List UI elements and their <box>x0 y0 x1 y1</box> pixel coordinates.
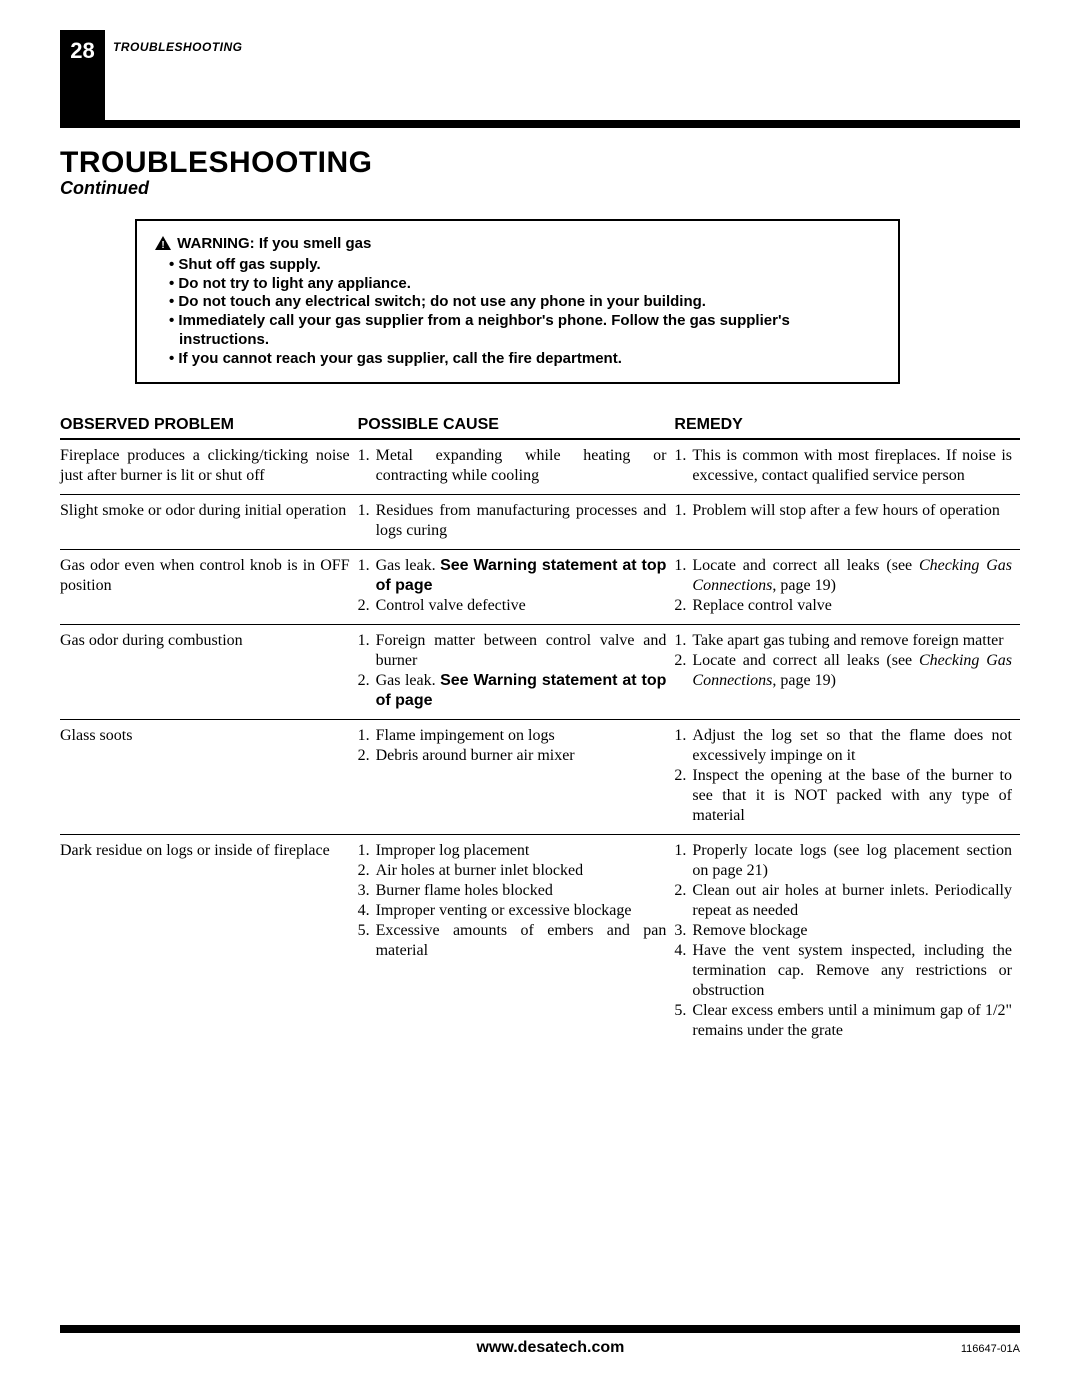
svg-text:!: ! <box>161 240 164 250</box>
warning-list: Shut off gas supply. Do not try to light… <box>155 256 880 369</box>
warning-item: If you cannot reach your gas supplier, c… <box>169 350 880 369</box>
list-item: 2.Debris around burner air mixer <box>376 746 667 766</box>
table-row: Glass soots1.Flame impingement on logs2.… <box>60 720 1020 835</box>
cell-remedy: 1.Adjust the log set so that the flame d… <box>674 720 1020 835</box>
cell-problem: Fireplace produces a clicking/ticking no… <box>60 439 358 495</box>
list-item: 2.Inspect the opening at the base of the… <box>692 766 1012 826</box>
cell-remedy: 1.Take apart gas tubing and remove forei… <box>674 625 1020 720</box>
list-item: 3.Burner flame holes blocked <box>376 881 667 901</box>
list-item: 2.Locate and correct all leaks (see Chec… <box>692 651 1012 691</box>
list-item: 1.Residues from manufacturing processes … <box>376 501 667 541</box>
list-item: 4.Have the vent system inspected, includ… <box>692 941 1012 1001</box>
cell-cause: 1.Foreign matter between control valve a… <box>358 625 675 720</box>
cell-cause: 1.Gas leak. See Warning statement at top… <box>358 550 675 625</box>
warning-item: Immediately call your gas supplier from … <box>169 312 880 350</box>
list-item: 1.Metal expanding while heating or contr… <box>376 446 667 486</box>
list-item: 2.Air holes at burner inlet blocked <box>376 861 667 881</box>
warning-title: WARNING: If you smell gas <box>177 235 371 252</box>
cell-problem: Gas odor during combustion <box>60 625 358 720</box>
list-item: 1.Properly locate logs (see log placemen… <box>692 841 1012 881</box>
list-item: 4.Improper venting or excessive blockage <box>376 901 667 921</box>
cell-cause: 1.Flame impingement on logs2.Debris arou… <box>358 720 675 835</box>
page-title: TROUBLESHOOTING <box>60 146 1020 180</box>
table-row: Gas odor during combustion 1.Foreign matt… <box>60 625 1020 720</box>
warning-box: ! WARNING: If you smell gas Shut off gas… <box>135 219 900 384</box>
cell-problem: Glass soots <box>60 720 358 835</box>
footer-url: www.desatech.com <box>140 1339 961 1357</box>
list-item: 1.Take apart gas tubing and remove forei… <box>692 631 1012 651</box>
table-row: Gas odor even when control knob is in OF… <box>60 550 1020 625</box>
cell-cause: 1.Improper log placement2.Air holes at b… <box>358 835 675 1050</box>
cell-problem: Gas odor even when control knob is in OF… <box>60 550 358 625</box>
cell-cause: 1.Residues from manufacturing processes … <box>358 495 675 550</box>
page-number-box: 28 <box>60 30 105 120</box>
cell-remedy: 1.Properly locate logs (see log placemen… <box>674 835 1020 1050</box>
list-item: 5.Clear excess embers until a minimum ga… <box>692 1001 1012 1041</box>
list-item: 1.This is common with most fireplaces. I… <box>692 446 1012 486</box>
table-row: Slight smoke or odor during initial oper… <box>60 495 1020 550</box>
warning-icon: ! <box>155 236 171 256</box>
list-item: 3.Remove blockage <box>692 921 1012 941</box>
list-item: 2.Gas leak. See Warning statement at top… <box>376 671 667 711</box>
col-header-problem: OBSERVED PROBLEM <box>60 412 358 439</box>
list-item: 5.Excessive amounts of embers and pan ma… <box>376 921 667 961</box>
footer-doc-id: 116647-01A <box>961 1343 1020 1355</box>
list-item: 2.Replace control valve <box>692 596 1012 616</box>
table-row: Fireplace produces a clicking/ticking no… <box>60 439 1020 495</box>
col-header-cause: POSSIBLE CAUSE <box>358 412 675 439</box>
warning-item: Shut off gas supply. <box>169 256 880 275</box>
cell-remedy: 1.This is common with most fireplaces. I… <box>674 439 1020 495</box>
cell-remedy: 1.Locate and correct all leaks (see Chec… <box>674 550 1020 625</box>
header-section-label: TROUBLESHOOTING <box>105 30 243 54</box>
list-item: 1.Adjust the log set so that the flame d… <box>692 726 1012 766</box>
cell-remedy: 1.Problem will stop after a few hours of… <box>674 495 1020 550</box>
list-item: 1.Problem will stop after a few hours of… <box>692 501 1012 521</box>
list-item: 1.Locate and correct all leaks (see Chec… <box>692 556 1012 596</box>
cell-problem: Slight smoke or odor during initial oper… <box>60 495 358 550</box>
list-item: 1.Gas leak. See Warning statement at top… <box>376 556 667 596</box>
page-number: 28 <box>70 38 94 63</box>
list-item: 1.Foreign matter between control valve a… <box>376 631 667 671</box>
table-row: Dark residue on logs or inside of firepl… <box>60 835 1020 1050</box>
header-rule <box>60 120 1020 128</box>
cell-problem: Dark residue on logs or inside of firepl… <box>60 835 358 1050</box>
list-item: 1.Improper log placement <box>376 841 667 861</box>
warning-item: Do not touch any electrical switch; do n… <box>169 293 880 312</box>
warning-item: Do not try to light any appliance. <box>169 275 880 294</box>
page-subtitle: Continued <box>60 178 1020 199</box>
list-item: 2.Control valve defective <box>376 596 667 616</box>
page-footer: www.desatech.com 116647-01A <box>60 1325 1020 1357</box>
footer-rule <box>60 1325 1020 1333</box>
list-item: 2.Clean out air holes at burner inlets. … <box>692 881 1012 921</box>
list-item: 1.Flame impingement on logs <box>376 726 667 746</box>
troubleshooting-table: OBSERVED PROBLEM POSSIBLE CAUSE REMEDY F… <box>60 412 1020 1049</box>
col-header-remedy: REMEDY <box>674 412 1020 439</box>
cell-cause: 1.Metal expanding while heating or contr… <box>358 439 675 495</box>
